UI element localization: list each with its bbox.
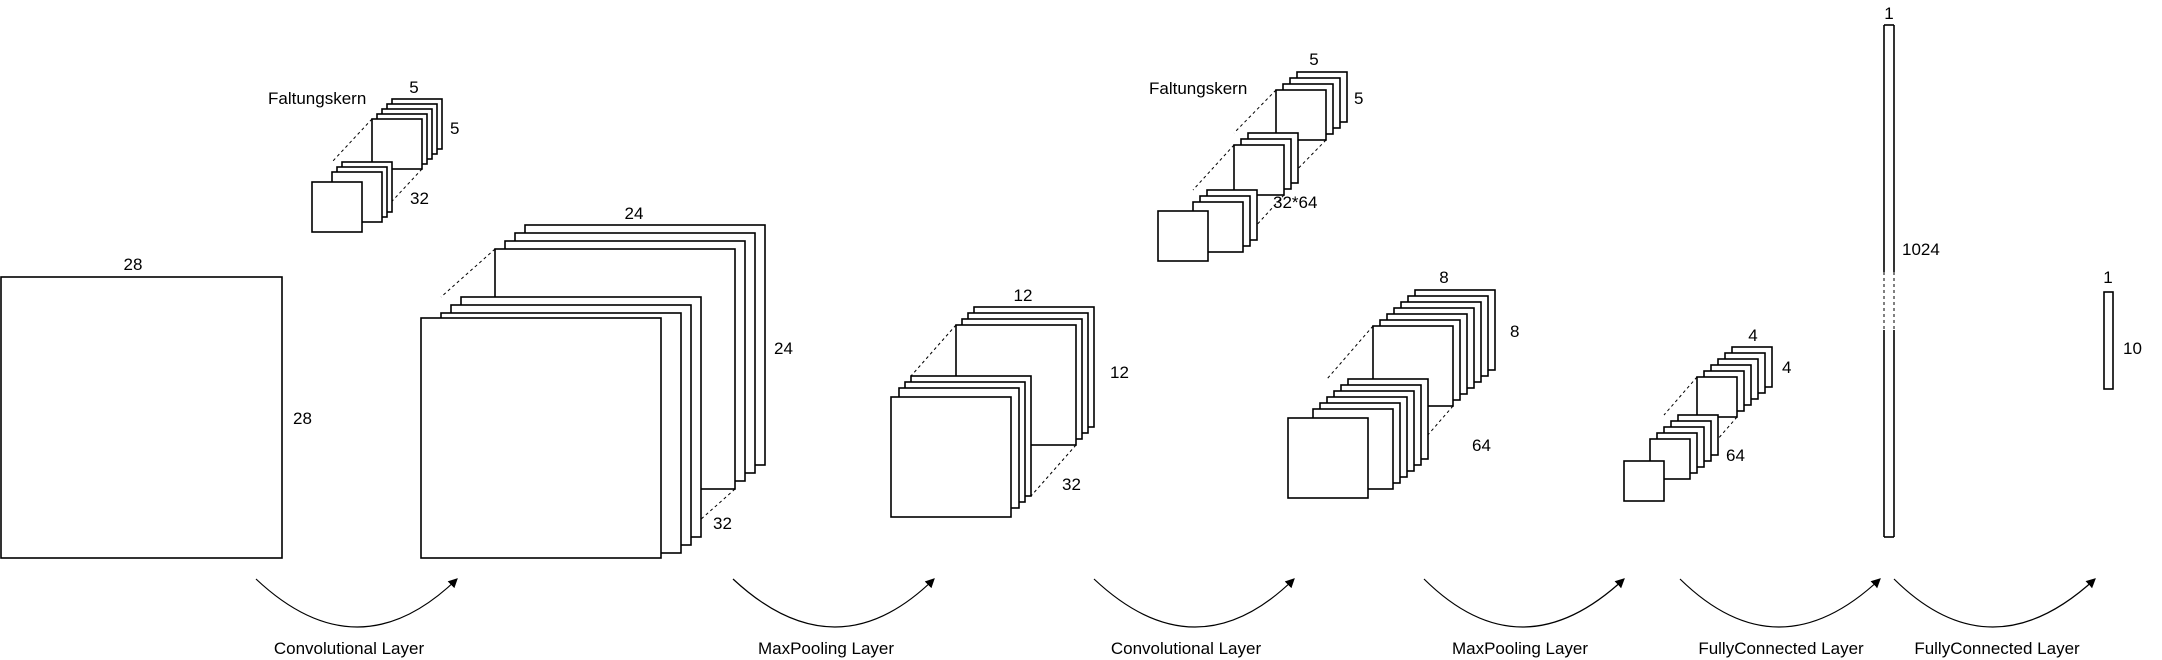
kernel2-height-label: 5: [1354, 89, 1363, 108]
caption-conv2: Convolutional Layer: [1111, 639, 1262, 658]
operation-captions: Convolutional Layer MaxPooling Layer Con…: [274, 639, 2080, 658]
arrow-pool1: [732, 578, 935, 628]
fc-input-slice: [1696, 376, 1738, 418]
pool2-depth-label: 64: [1472, 436, 1491, 455]
arrow-conv2: [1093, 578, 1295, 628]
conv1-depth-label: 32: [713, 514, 732, 533]
arrow-pool2: [1423, 578, 1625, 628]
conv1-output-volume: 24 24 32: [420, 204, 793, 559]
fc2-height-label: 10: [2123, 339, 2142, 358]
pool2-width-label: 8: [1439, 268, 1448, 287]
input-layer: 28 28: [0, 255, 312, 559]
arrow-conv1: [255, 578, 458, 628]
pool1-width-label: 12: [1014, 286, 1033, 305]
fc1-width-label: 1: [1884, 4, 1893, 23]
kernel2-slice: [1275, 89, 1327, 141]
fc2-width-label: 1: [2103, 268, 2112, 287]
fc1-height-label: 1024: [1902, 240, 1940, 259]
fc-input-depth-label: 64: [1726, 446, 1745, 465]
fc-input-volume: 4 4 64: [1623, 326, 1791, 502]
fc-input-front: [1623, 460, 1665, 502]
pool1-depth-label: 32: [1062, 475, 1081, 494]
fc2-output-vector: 1 10: [2103, 268, 2142, 390]
caption-pool1: MaxPooling Layer: [758, 639, 894, 658]
pool2-front: [1287, 417, 1369, 499]
kernel2-label: Faltungskern: [1149, 79, 1247, 98]
kernel2-stack: Faltungskern 5 5 32*64: [1149, 50, 1363, 262]
caption-pool2: MaxPooling Layer: [1452, 639, 1588, 658]
transition-arrows: [255, 578, 2096, 628]
kernel1-front: [311, 181, 363, 233]
input-square: [0, 276, 283, 559]
pool1-height-label: 12: [1110, 363, 1129, 382]
caption-conv1: Convolutional Layer: [274, 639, 425, 658]
kernel2-front: [1157, 210, 1209, 262]
kernel1-stack: Faltungskern 5 5 32: [268, 78, 459, 233]
pool2-height-label: 8: [1510, 322, 1519, 341]
input-height-label: 28: [293, 409, 312, 428]
pool1-front: [890, 396, 1012, 518]
conv1-width-label: 24: [625, 204, 644, 223]
kernel1-label: Faltungskern: [268, 89, 366, 108]
kernel1-depth-label: 32: [410, 189, 429, 208]
pool1-output-volume: 12 12 32: [890, 286, 1129, 518]
caption-fc1: FullyConnected Layer: [1698, 639, 1864, 658]
arrow-fc2: [1893, 578, 2096, 628]
caption-fc2: FullyConnected Layer: [1914, 639, 2080, 658]
fc-input-width-label: 4: [1748, 326, 1757, 345]
fc-input-height-label: 4: [1782, 358, 1791, 377]
conv1-front: [420, 317, 662, 559]
kernel1-width-label: 5: [409, 78, 418, 97]
conv1-height-label: 24: [774, 339, 793, 358]
arrow-fc1: [1679, 578, 1881, 628]
input-width-label: 28: [124, 255, 143, 274]
fc1-output-vector: 1 1024: [1881, 4, 1940, 538]
fc2-bar: [2103, 291, 2114, 390]
kernel2-depth-label: 32*64: [1273, 193, 1317, 212]
kernel2-width-label: 5: [1309, 50, 1318, 69]
kernel1-slice: [371, 118, 423, 170]
kernel1-height-label: 5: [450, 119, 459, 138]
pool2-output-volume: 8 8 64: [1287, 268, 1519, 499]
kernel2-slice: [1233, 144, 1285, 196]
